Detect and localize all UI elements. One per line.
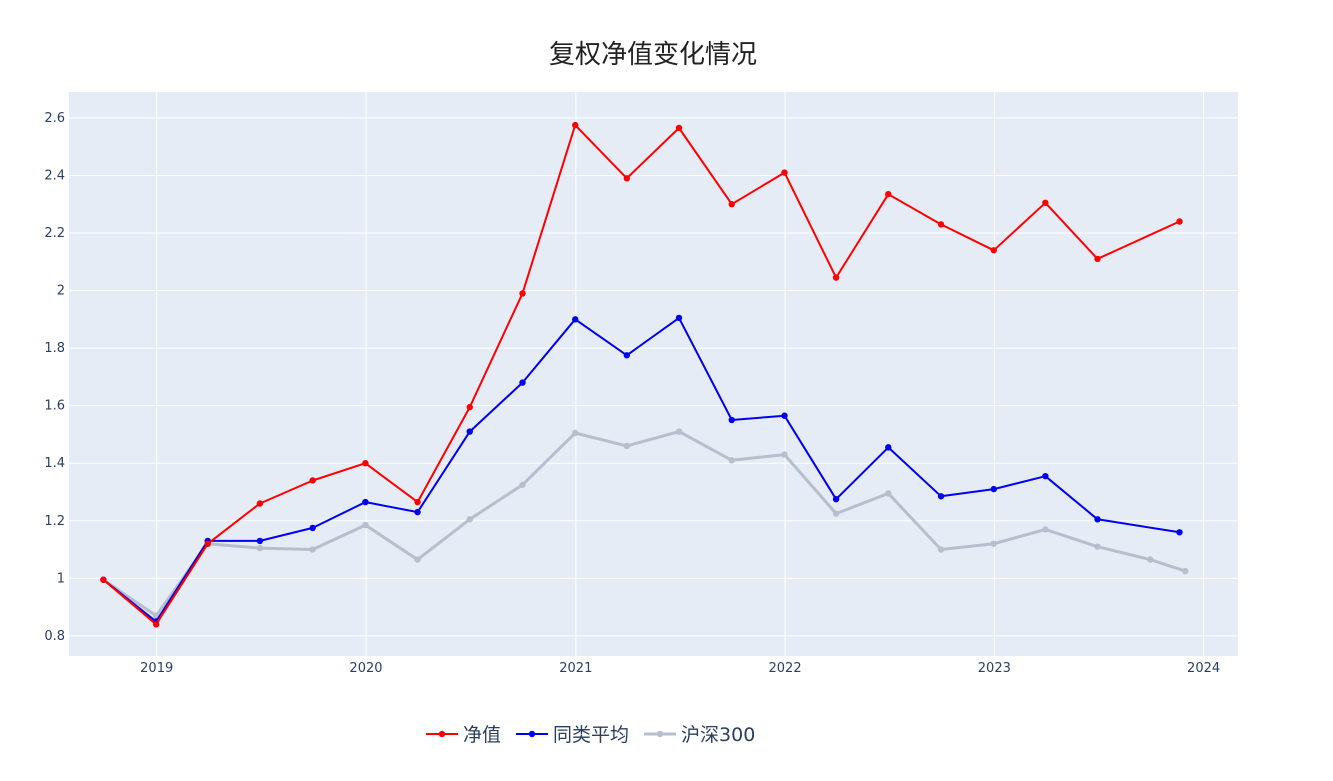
data-point xyxy=(1094,516,1101,523)
x-tick-label: 2021 xyxy=(559,661,592,676)
data-point xyxy=(937,221,945,228)
data-point xyxy=(1094,255,1101,263)
data-point xyxy=(937,546,945,553)
x-tick-label: 2023 xyxy=(978,661,1011,676)
data-point xyxy=(623,175,631,182)
legend-item[interactable]: 净值 xyxy=(426,724,501,746)
data-point xyxy=(362,521,369,529)
data-point xyxy=(466,403,473,411)
data-point xyxy=(728,201,735,208)
data-point xyxy=(937,493,945,500)
data-point xyxy=(204,540,211,547)
data-point xyxy=(519,290,526,297)
legend-label: 净值 xyxy=(463,724,501,746)
data-point xyxy=(990,485,997,493)
data-point xyxy=(728,416,735,424)
legend[interactable]: 净值 同类平均 沪深300 xyxy=(426,724,755,746)
data-point xyxy=(572,316,579,323)
data-point xyxy=(885,444,892,451)
data-point xyxy=(256,500,264,507)
y-tick-label: 0.8 xyxy=(44,629,65,644)
data-point xyxy=(675,314,683,322)
x-tick-label: 2022 xyxy=(769,661,802,676)
y-tick-label: 1.8 xyxy=(44,341,65,356)
data-point xyxy=(572,429,579,437)
data-point xyxy=(414,508,421,516)
data-point xyxy=(309,546,316,553)
legend-swatch-marker xyxy=(438,730,446,738)
data-point xyxy=(1042,472,1049,480)
legend-swatch-marker xyxy=(528,730,536,738)
data-point xyxy=(466,516,473,523)
y-tick-label: 1.4 xyxy=(44,456,65,471)
y-tick-label: 2.2 xyxy=(44,226,65,241)
data-point xyxy=(990,247,997,254)
data-point xyxy=(362,498,369,506)
series-group xyxy=(100,121,1189,628)
data-point xyxy=(1176,218,1183,225)
data-point xyxy=(623,352,631,359)
axes: 0.8 1 1.2 1.4 1.6 1.8 2 2.2 2.4 2.6 2019 2020 2021 20… xyxy=(44,111,1220,676)
data-point xyxy=(1042,199,1049,206)
data-point xyxy=(466,428,473,435)
data-point xyxy=(1147,556,1154,563)
y-tick-label: 1 xyxy=(57,571,65,586)
series-line xyxy=(102,430,1186,618)
data-point xyxy=(885,190,892,198)
y-tick-label: 2.6 xyxy=(44,111,65,126)
data-point xyxy=(990,540,997,547)
data-point xyxy=(781,412,788,419)
data-point xyxy=(256,544,264,552)
data-point xyxy=(781,169,788,176)
legend-label: 沪深300 xyxy=(681,724,755,746)
data-point xyxy=(623,442,631,450)
x-tick-label: 2019 xyxy=(140,661,173,676)
series-0 xyxy=(100,121,1183,628)
data-point xyxy=(414,498,421,506)
legend-item[interactable]: 沪深300 xyxy=(644,724,755,746)
data-point xyxy=(519,379,526,386)
y-tick-label: 2.4 xyxy=(44,168,65,183)
data-point xyxy=(675,124,683,132)
data-point xyxy=(414,556,421,563)
data-point xyxy=(832,510,840,517)
data-point xyxy=(832,274,840,281)
legend-item[interactable]: 同类平均 xyxy=(516,724,629,746)
data-point xyxy=(728,457,735,464)
data-point xyxy=(1042,526,1049,533)
plot-area xyxy=(69,92,1238,656)
y-tick-label: 1.2 xyxy=(44,514,65,529)
x-tick-label: 2020 xyxy=(349,661,382,676)
data-point xyxy=(309,477,316,484)
data-point xyxy=(1182,567,1189,575)
y-tick-label: 2 xyxy=(57,284,65,299)
data-point xyxy=(572,121,579,129)
data-point xyxy=(1094,543,1101,550)
data-point xyxy=(362,460,369,467)
chart-title: 复权净值变化情况 xyxy=(549,40,757,70)
legend-label: 同类平均 xyxy=(553,724,629,746)
legend-swatch-marker xyxy=(656,730,664,738)
data-point xyxy=(781,451,788,458)
data-point xyxy=(675,428,683,435)
data-point xyxy=(309,524,316,532)
data-point xyxy=(519,481,526,488)
data-point xyxy=(152,621,160,628)
y-tick-label: 1.6 xyxy=(44,399,65,414)
data-point xyxy=(885,490,892,497)
data-point xyxy=(100,576,107,583)
data-point xyxy=(256,537,264,545)
data-point xyxy=(1176,529,1183,536)
x-tick-label: 2024 xyxy=(1187,661,1220,676)
data-point xyxy=(832,495,840,503)
grid xyxy=(69,92,1238,656)
